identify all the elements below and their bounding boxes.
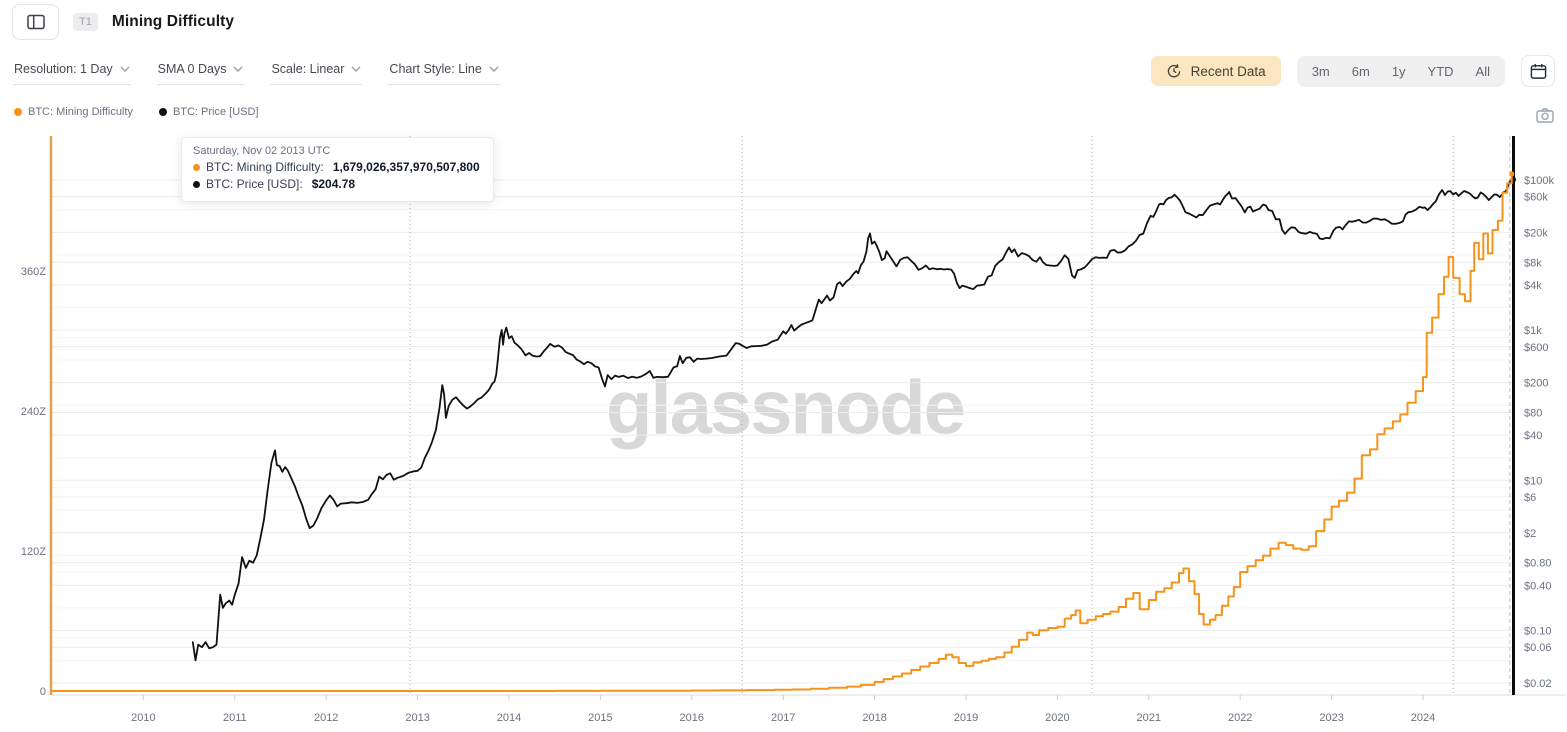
svg-text:$600: $600 xyxy=(1524,342,1548,354)
svg-text:0: 0 xyxy=(40,686,46,698)
calendar-icon xyxy=(1530,63,1546,79)
glassnode-watermark: glassnode xyxy=(606,365,966,451)
svg-text:$1k: $1k xyxy=(1524,325,1542,337)
toolbar-right: Recent Data 3m 6m 1y YTD All xyxy=(1150,55,1555,87)
svg-text:2018: 2018 xyxy=(862,712,886,724)
resolution-dropdown-label: Resolution: 1 Day xyxy=(14,61,113,76)
svg-text:$40: $40 xyxy=(1524,430,1542,442)
tooltip-row-price: BTC: Price [USD]: $204.78 xyxy=(193,176,480,193)
chevron-down-icon xyxy=(120,66,130,72)
svg-text:$0.40: $0.40 xyxy=(1524,580,1552,592)
sma-dropdown[interactable]: SMA 0 Days xyxy=(156,58,245,85)
tooltip-label-price: BTC: Price [USD]: xyxy=(206,177,303,191)
camera-icon xyxy=(1536,108,1554,123)
svg-text:$100k: $100k xyxy=(1524,175,1554,187)
svg-text:$60k: $60k xyxy=(1524,192,1548,204)
chevron-down-icon xyxy=(233,66,243,72)
svg-text:2013: 2013 xyxy=(405,712,429,724)
legend-item-price[interactable]: BTC: Price [USD] xyxy=(158,106,259,118)
range-6m[interactable]: 6m xyxy=(1351,63,1370,79)
legend-label-difficulty: BTC: Mining Difficulty xyxy=(28,106,133,118)
svg-text:$200: $200 xyxy=(1524,378,1548,390)
legend-dot-black xyxy=(158,108,167,116)
range-3m[interactable]: 3m xyxy=(1311,63,1330,79)
scale-dropdown[interactable]: Scale: Linear xyxy=(270,58,363,85)
svg-text:240Z: 240Z xyxy=(21,406,46,418)
tooltip-value-difficulty: 1,679,026,357,970,507,800 xyxy=(332,160,480,174)
svg-text:2014: 2014 xyxy=(497,712,521,724)
svg-text:$4k: $4k xyxy=(1524,280,1542,292)
svg-text:360Z: 360Z xyxy=(21,266,46,278)
history-icon xyxy=(1167,64,1180,78)
svg-text:$10: $10 xyxy=(1524,475,1542,487)
svg-text:$0.06: $0.06 xyxy=(1524,642,1552,654)
svg-text:$80: $80 xyxy=(1524,407,1542,419)
legend-item-difficulty[interactable]: BTC: Mining Difficulty xyxy=(14,106,133,118)
svg-text:$2: $2 xyxy=(1524,528,1536,540)
tooltip-value-price: $204.78 xyxy=(311,177,356,191)
resolution-dropdown[interactable]: Resolution: 1 Day xyxy=(13,58,131,85)
tooltip-label-difficulty: BTC: Mining Difficulty: xyxy=(206,160,324,174)
range-1y[interactable]: 1y xyxy=(1391,63,1406,79)
chart-style-dropdown[interactable]: Chart Style: Line xyxy=(388,58,500,85)
svg-text:2019: 2019 xyxy=(954,712,978,724)
svg-text:2020: 2020 xyxy=(1045,712,1069,724)
tooltip-dot-orange xyxy=(193,164,200,171)
scale-dropdown-label: Scale: Linear xyxy=(271,61,345,76)
page-title: Mining Difficulty xyxy=(111,13,235,30)
svg-text:2015: 2015 xyxy=(588,712,612,724)
svg-text:2017: 2017 xyxy=(771,712,795,724)
sidebar-toggle-button[interactable] xyxy=(12,4,59,40)
legend-dot-orange xyxy=(14,108,22,116)
toolbar: Resolution: 1 Day SMA 0 Days Scale: Line… xyxy=(13,55,1555,87)
svg-text:$20k: $20k xyxy=(1524,227,1548,239)
header: T1 Mining Difficulty xyxy=(12,4,234,40)
range-selector: 3m 6m 1y YTD All xyxy=(1296,55,1505,87)
sma-dropdown-label: SMA 0 Days xyxy=(157,61,227,76)
svg-text:$0.02: $0.02 xyxy=(1524,678,1552,690)
tier-badge: T1 xyxy=(73,13,98,31)
svg-text:$0.80: $0.80 xyxy=(1524,558,1552,570)
svg-text:$6: $6 xyxy=(1524,492,1536,504)
range-ytd[interactable]: YTD xyxy=(1427,63,1454,79)
svg-text:120Z: 120Z xyxy=(21,546,46,558)
tooltip-date: Saturday, Nov 02 2013 UTC xyxy=(193,145,331,157)
screenshot-button[interactable] xyxy=(1536,108,1554,128)
svg-text:2021: 2021 xyxy=(1137,712,1161,724)
chevron-down-icon xyxy=(489,66,499,72)
sidebar-toggle-icon xyxy=(26,14,45,30)
range-all[interactable]: All xyxy=(1475,63,1490,79)
svg-text:2024: 2024 xyxy=(1411,712,1435,724)
svg-text:$8k: $8k xyxy=(1524,257,1542,269)
svg-text:2022: 2022 xyxy=(1228,712,1252,724)
svg-text:$0.10: $0.10 xyxy=(1524,626,1552,638)
svg-text:2016: 2016 xyxy=(680,712,704,724)
svg-text:2011: 2011 xyxy=(223,712,247,724)
svg-text:2023: 2023 xyxy=(1319,712,1343,724)
legend-label-price: BTC: Price [USD] xyxy=(172,106,259,118)
chart-style-dropdown-label: Chart Style: Line xyxy=(389,61,482,76)
chart-tooltip: Saturday, Nov 02 2013 UTC BTC: Mining Di… xyxy=(181,137,494,202)
tooltip-dot-black xyxy=(193,181,200,188)
svg-text:2010: 2010 xyxy=(131,712,155,724)
tooltip-row-difficulty: BTC: Mining Difficulty: 1,679,026,357,97… xyxy=(193,159,480,176)
chevron-down-icon xyxy=(351,66,361,72)
recent-data-label: Recent Data xyxy=(1190,63,1266,79)
chart-legend: BTC: Mining Difficulty BTC: Price [USD] xyxy=(14,106,259,118)
dropdown-group: Resolution: 1 Day SMA 0 Days Scale: Line… xyxy=(13,58,500,85)
calendar-button[interactable] xyxy=(1521,55,1555,87)
svg-text:2012: 2012 xyxy=(314,712,338,724)
recent-data-button[interactable]: Recent Data xyxy=(1150,56,1281,86)
